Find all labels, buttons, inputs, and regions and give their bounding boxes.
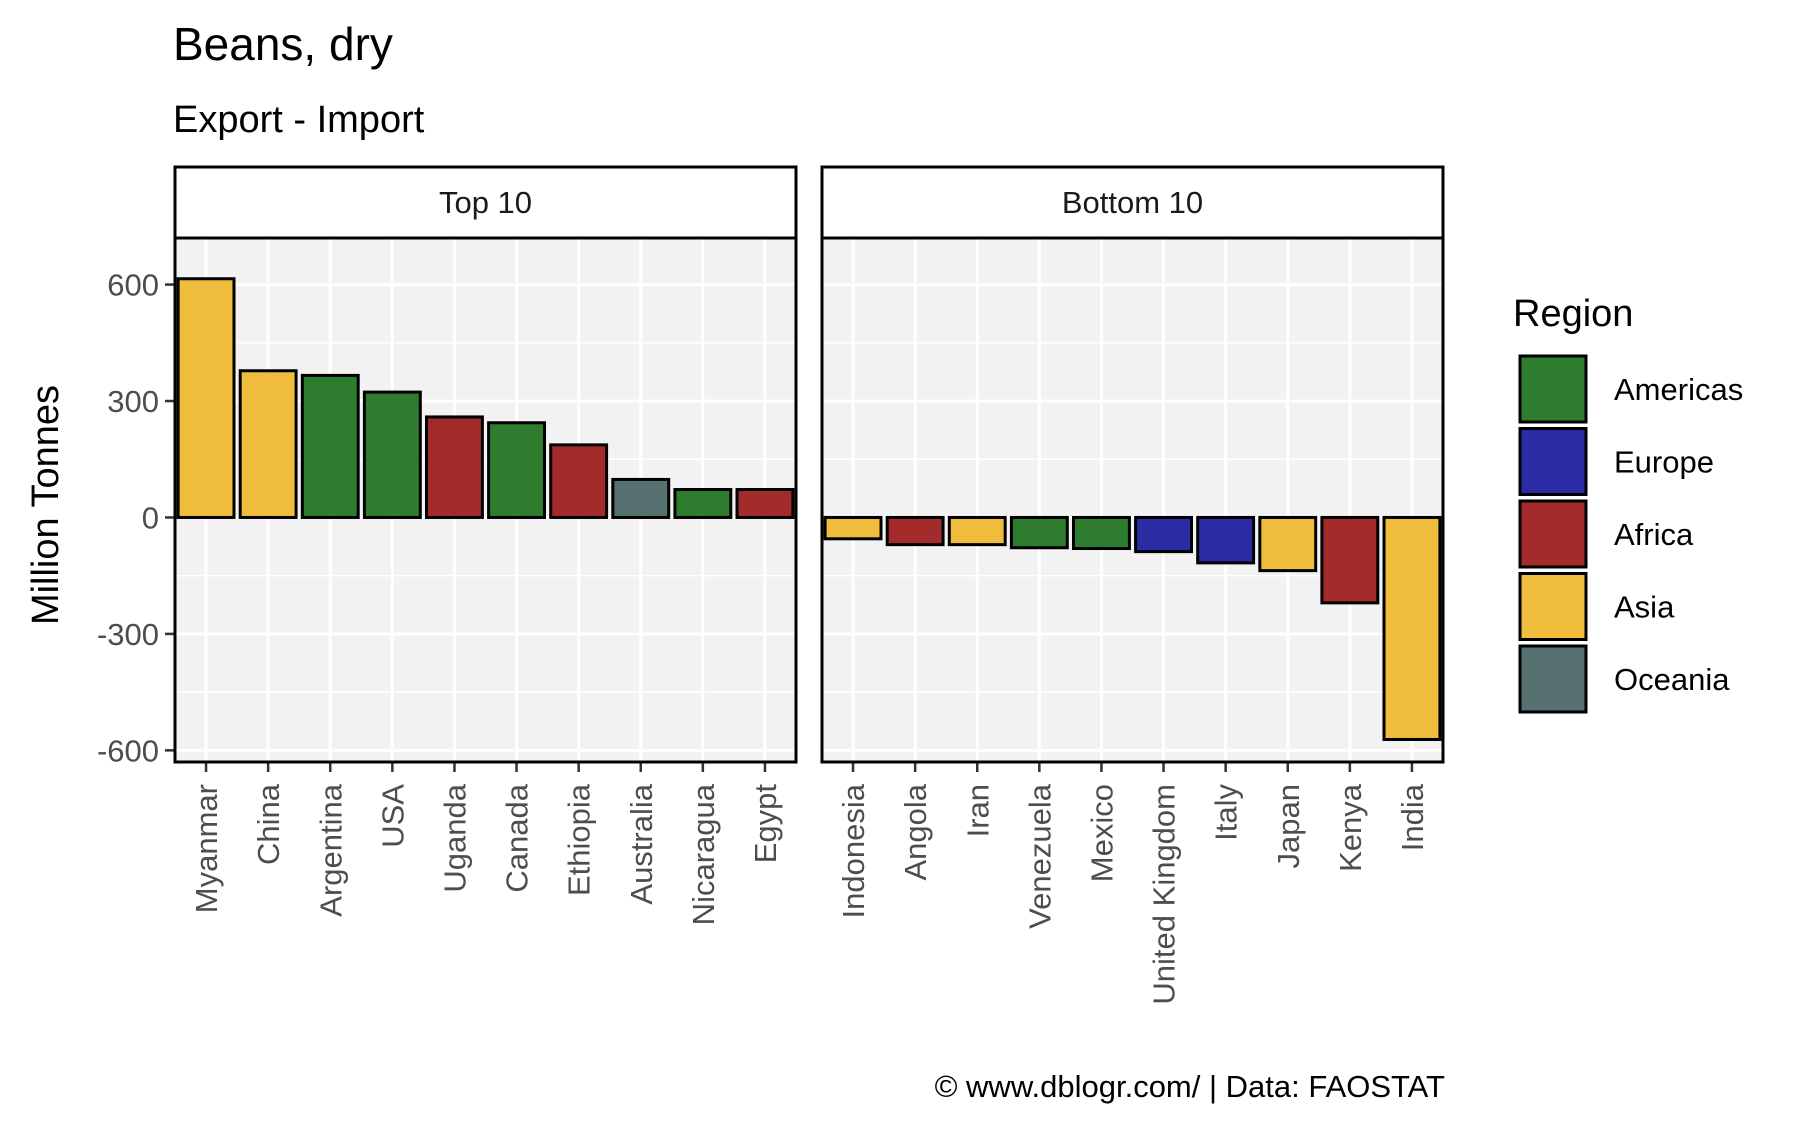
bar-iran [947, 515, 1007, 547]
bar-angola [885, 515, 945, 547]
bar-china [238, 369, 298, 519]
bar-kenya [1320, 515, 1380, 605]
legend-swatch [1518, 572, 1588, 641]
bar-nicaragua [673, 488, 733, 519]
x-tick-label: USA [375, 784, 410, 848]
bar-united-kingdom [1134, 515, 1193, 554]
chart-subtitle: Export - Import [173, 99, 425, 141]
x-tick-label: China [251, 783, 286, 865]
legend-swatch [1518, 354, 1588, 424]
x-tick-label: Italy [1209, 784, 1244, 841]
x-tick-label: India [1395, 783, 1430, 851]
chart-caption: © www.dblogr.com/ | Data: FAOSTAT [935, 1069, 1445, 1104]
bar-venezuela [1009, 515, 1069, 550]
y-tick-label: 300 [107, 384, 159, 419]
legend-item-oceania: Oceania [1518, 644, 1730, 714]
bar-japan [1258, 515, 1318, 573]
y-axis: 600 300 0 -300 -600 [97, 268, 174, 768]
bars [176, 277, 795, 519]
legend-swatch [1518, 499, 1588, 569]
legend-label: Europe [1614, 445, 1714, 480]
panel-background [822, 238, 1443, 762]
bar-egypt [735, 488, 795, 519]
y-tick-label: -600 [97, 733, 159, 768]
bar-argentina [300, 373, 360, 519]
gridlines [822, 238, 1443, 762]
legend-item-asia: Asia [1518, 572, 1675, 641]
bar-mexico [1072, 515, 1131, 551]
facet-strip [820, 165, 1445, 240]
x-axis: Myanmar China Argentina USA Uganda Canada Ethi… [189, 763, 783, 925]
x-tick-label: Ethiopia [562, 783, 597, 896]
x-tick-label: Japan [1271, 784, 1306, 868]
x-tick-label: Mexico [1084, 784, 1119, 882]
bar-india [1382, 515, 1442, 741]
y-axis-title: Million Tonnes [25, 385, 67, 625]
facet-label: Bottom 10 [1062, 185, 1203, 220]
facet-panels: Top 10 Myanmar China Argentina USA Uganda Cana… [173, 165, 1445, 1005]
bar-indonesia [823, 515, 883, 541]
bar-uganda [425, 415, 484, 519]
legend-label: Oceania [1614, 662, 1730, 697]
bar-usa [362, 390, 422, 519]
x-tick-label: Indonesia [836, 783, 871, 918]
x-tick-label: Iran [960, 784, 995, 837]
legend-swatch [1518, 427, 1588, 496]
x-tick-label: Venezuela [1022, 783, 1057, 929]
y-tick-label: 600 [107, 268, 159, 303]
x-tick-label: Uganda [437, 783, 472, 892]
x-tick-label: Canada [500, 783, 535, 892]
facet-label: Top 10 [439, 185, 532, 220]
bar-myanmar [176, 277, 236, 519]
bar-canada [487, 421, 546, 519]
legend-item-europe: Europe [1518, 427, 1714, 496]
panel-bottom-10: Bottom 10 Indonesia Angola Iran Venezuela Mex… [820, 165, 1445, 1005]
legend-item-americas: Americas [1518, 354, 1743, 424]
bar-ethiopia [549, 443, 609, 519]
x-tick-label: Kenya [1333, 783, 1368, 872]
bar-italy [1196, 515, 1256, 565]
bars [823, 515, 1442, 741]
legend-title: Region [1513, 293, 1633, 335]
legend-label: Americas [1614, 372, 1743, 407]
y-tick-label: 0 [142, 500, 159, 535]
x-tick-label: Australia [624, 783, 659, 904]
legend-items: Americas Europe Africa Asia Oceania [1518, 354, 1743, 714]
x-tick-label: Myanmar [189, 784, 224, 913]
legend-item-africa: Africa [1518, 499, 1694, 569]
legend-label: Africa [1614, 517, 1694, 552]
x-tick-label: United Kingdom [1147, 784, 1182, 1005]
facet-strip [173, 165, 798, 240]
panel-border [820, 236, 1445, 764]
panel-border [173, 236, 798, 764]
x-axis: Indonesia Angola Iran Venezuela Mexico United… [836, 763, 1430, 1005]
y-tick-label: -300 [97, 617, 159, 652]
x-tick-label: Egypt [748, 784, 783, 864]
bar-australia [611, 477, 671, 519]
x-tick-label: Nicaragua [686, 783, 721, 925]
x-tick-label: Angola [898, 783, 933, 880]
x-tick-label: Argentina [313, 783, 348, 916]
legend-label: Asia [1614, 590, 1675, 625]
panel-top-10: Top 10 Myanmar China Argentina USA Uganda Cana… [173, 165, 798, 925]
chart-title: Beans, dry [173, 18, 393, 70]
legend: Region Americas Europe Africa Asia Oceania [1513, 293, 1743, 714]
legend-swatch [1518, 644, 1588, 714]
